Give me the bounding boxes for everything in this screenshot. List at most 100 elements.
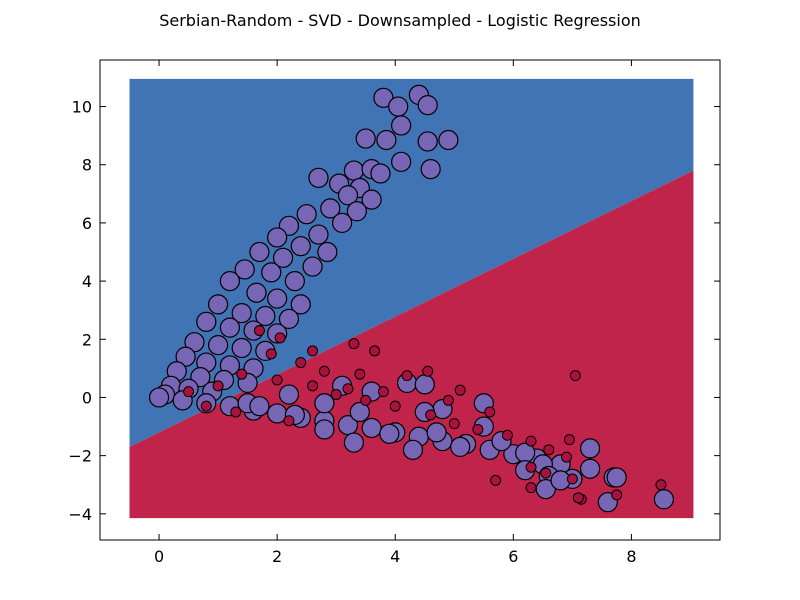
class-1-point (450, 436, 471, 458)
class-0-point (490, 474, 502, 486)
class-1-point (653, 489, 675, 510)
chart-title: Serbian-Random - SVD - Downsampled - Log… (159, 11, 641, 30)
class-1-point (208, 334, 229, 356)
class-0-point (342, 383, 354, 395)
class-0-point (369, 345, 381, 357)
class-1-point (314, 393, 335, 414)
class-0-point (200, 400, 212, 412)
class-1-point (278, 384, 300, 405)
class-1-point (332, 212, 353, 234)
x-tick-label: 4 (390, 547, 400, 566)
class-0-point (307, 345, 319, 357)
y-tick-label: −4 (68, 505, 92, 524)
class-0-point (525, 482, 537, 494)
class-0-point (572, 492, 584, 504)
class-1-point (267, 227, 288, 248)
x-tick-label: 0 (154, 547, 164, 566)
class-1-point (290, 294, 311, 315)
class-0-point (422, 365, 434, 377)
class-0-point (563, 434, 575, 446)
class-1-point (234, 259, 255, 280)
class-1-point (370, 163, 391, 184)
x-tick-label: 8 (626, 547, 636, 566)
class-1-point (246, 282, 267, 303)
class-1-point (343, 432, 364, 453)
class-1-point (219, 270, 240, 292)
class-0-point (425, 409, 437, 421)
class-0-point (501, 429, 513, 441)
class-0-point (265, 348, 277, 360)
class-1-point (417, 131, 438, 152)
class-1-point (296, 204, 317, 225)
class-1-point (391, 115, 412, 136)
class-0-point (655, 479, 667, 491)
y-tick-label: 4 (82, 272, 92, 291)
class-0-point (230, 406, 242, 418)
y-tick-label: 10 (72, 98, 92, 117)
class-1-point (184, 332, 205, 353)
class-1-point (579, 458, 601, 479)
x-tick-label: 6 (508, 547, 518, 566)
class-0-point (295, 357, 307, 369)
class-1-point (249, 396, 270, 417)
class-1-point (261, 262, 282, 283)
class-0-point (472, 423, 484, 435)
class-1-point (175, 346, 196, 367)
y-axis: −4 −2 0 2 4 6 8 10 (68, 98, 720, 524)
class-1-point (196, 311, 217, 332)
lower-class-region (129, 170, 694, 519)
class-1-point (355, 128, 376, 149)
class-1-point (343, 160, 364, 181)
class-0-point (360, 394, 372, 406)
class-1-point (255, 305, 276, 327)
class-0-point (611, 489, 623, 501)
y-tick-label: −2 (68, 447, 92, 466)
class-1-point (219, 317, 240, 338)
class-1-point (606, 467, 627, 488)
class-0-point (454, 384, 466, 396)
class-1-point (290, 236, 311, 257)
class-0-point (318, 365, 330, 377)
x-tick-label: 2 (272, 547, 282, 566)
class-0-point (569, 370, 581, 382)
class-0-point (560, 451, 572, 463)
y-tick-label: 8 (82, 156, 92, 175)
class-1-point (402, 439, 424, 460)
class-1-point (249, 241, 270, 263)
class-0-point (389, 400, 401, 412)
class-1-point (320, 198, 341, 219)
class-1-point (231, 337, 252, 359)
class-0-point (274, 332, 286, 344)
class-0-point (283, 415, 295, 427)
class-1-point (391, 151, 412, 172)
class-0-point (525, 435, 537, 447)
class-1-point (373, 87, 394, 108)
class-1-point (308, 167, 329, 188)
class-0-point (377, 386, 389, 398)
x-axis: 0 2 4 6 8 (154, 60, 637, 566)
class-1-point (388, 96, 409, 117)
class-0-point (401, 370, 413, 382)
class-1-point (308, 224, 329, 245)
class-1-point (278, 308, 300, 330)
class-0-point (543, 444, 555, 456)
y-tick-label: 0 (82, 388, 92, 407)
class-1-point (267, 288, 288, 309)
y-tick-label: 6 (82, 214, 92, 233)
y-tick-label: 2 (82, 330, 92, 349)
class-0-point (271, 374, 283, 386)
axes-frame (99, 59, 721, 541)
class-0-point (484, 406, 496, 418)
class-1-point (414, 374, 435, 395)
class-1-point (361, 189, 382, 210)
class-1-point (346, 201, 367, 222)
class-1-point (314, 419, 335, 440)
class-1-point (417, 94, 438, 116)
plot-area: 0 2 4 6 8 −4 −2 0 2 4 6 8 10 (68, 59, 721, 566)
class-1-point (361, 417, 382, 439)
class-0-point (253, 325, 265, 337)
class-1-point (272, 247, 294, 268)
class-1-point (438, 129, 459, 151)
class-1-point (231, 302, 252, 324)
